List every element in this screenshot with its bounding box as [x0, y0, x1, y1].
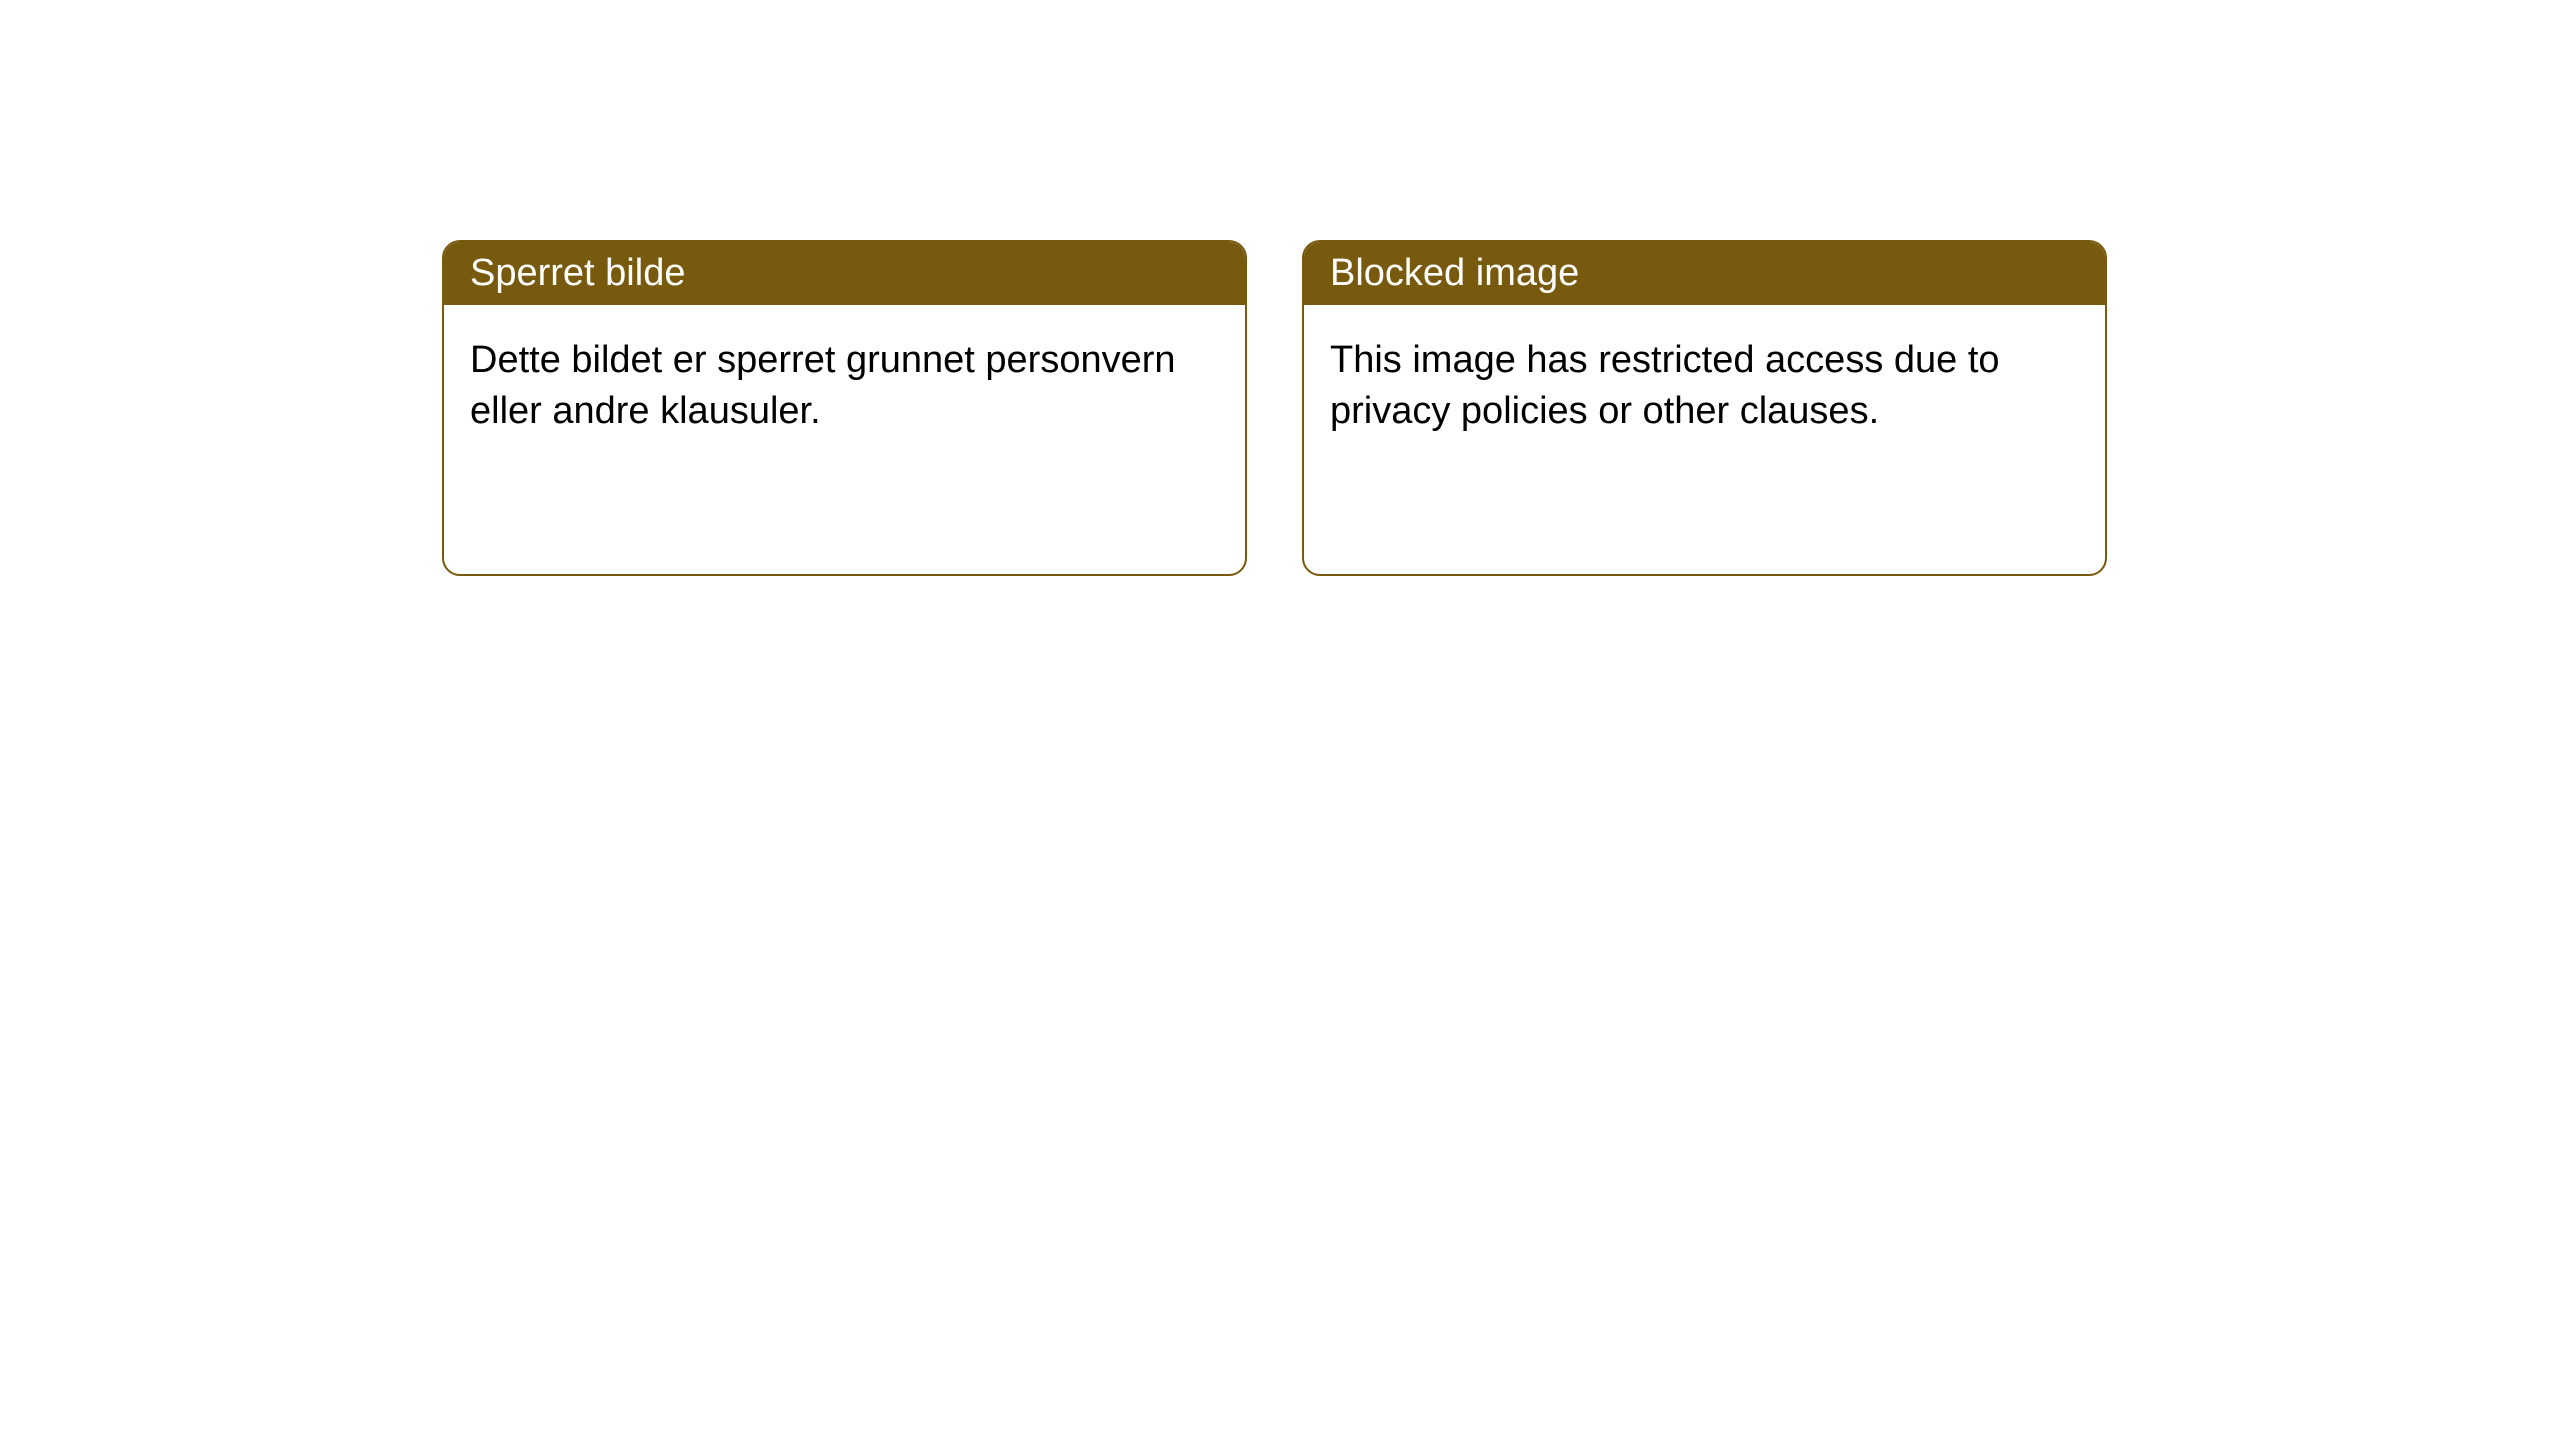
notice-body-english: This image has restricted access due to …	[1304, 305, 2105, 468]
notice-title-norwegian: Sperret bilde	[444, 242, 1245, 305]
notice-container: Sperret bilde Dette bildet er sperret gr…	[0, 0, 2560, 576]
notice-body-norwegian: Dette bildet er sperret grunnet personve…	[444, 305, 1245, 468]
notice-card-english: Blocked image This image has restricted …	[1302, 240, 2107, 576]
notice-title-english: Blocked image	[1304, 242, 2105, 305]
notice-card-norwegian: Sperret bilde Dette bildet er sperret gr…	[442, 240, 1247, 576]
